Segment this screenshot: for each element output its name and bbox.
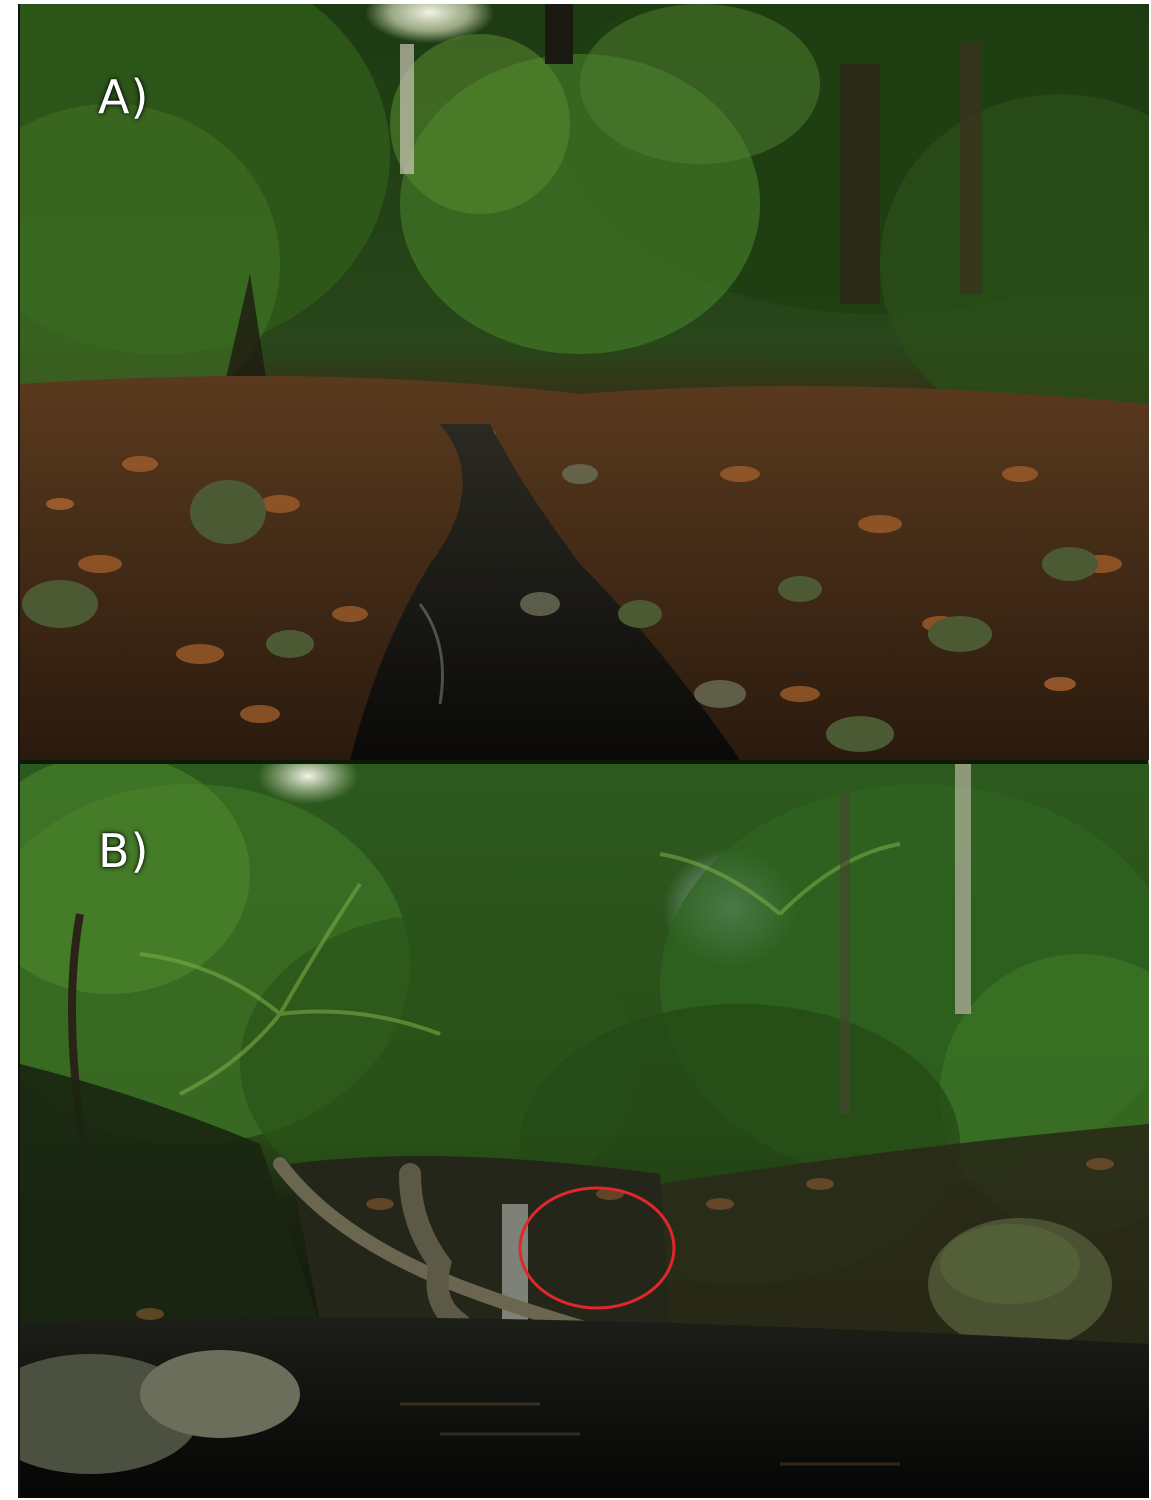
panel-a-label: A) <box>98 70 150 124</box>
highlight-circle <box>518 1186 676 1310</box>
forest-pool-photo-b <box>20 764 1149 1498</box>
forest-stream-photo-a <box>20 4 1149 760</box>
highlight-circle-overlay <box>518 1186 676 1310</box>
photo-panel-b: B) <box>20 764 1149 1498</box>
panel-b-label: B) <box>98 824 150 878</box>
photo-panel-a: A) <box>20 4 1149 760</box>
